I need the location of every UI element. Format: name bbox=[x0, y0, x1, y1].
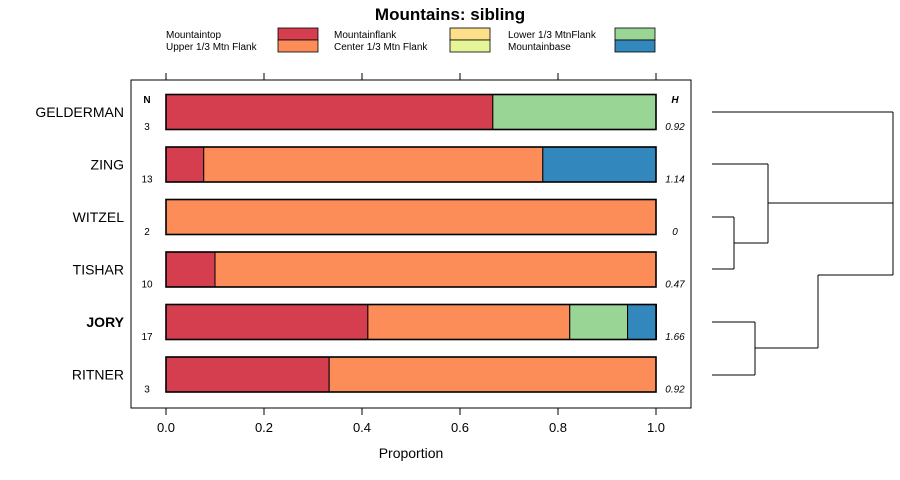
bar-segment-tishar-mountaintop bbox=[165, 251, 216, 288]
x-tick-label-3: 0.6 bbox=[451, 420, 469, 435]
bar-segment-zing-upper-1-3-mtn-flank bbox=[203, 146, 544, 183]
bar-outline-jory bbox=[165, 303, 657, 341]
bar-segment-jory-mountaintop bbox=[165, 304, 369, 340]
n-column-header: N bbox=[143, 95, 150, 106]
bar-outline-gelderman bbox=[165, 93, 657, 131]
bar-outline-witzel bbox=[165, 198, 657, 236]
bar-segment-jory-upper-1-3-mtn-flank bbox=[367, 304, 571, 340]
bar-segment-ritner-mountaintop bbox=[165, 356, 330, 393]
dendrogram bbox=[712, 111, 894, 376]
bar-segment-jory-lower-1-3-mtnflank bbox=[569, 304, 629, 340]
h-value-ritner: 0.92 bbox=[665, 385, 685, 396]
n-value-witzel: 2 bbox=[144, 227, 150, 238]
legend-label-upper-1-3-mtn-flank: Upper 1/3 Mtn Flank bbox=[166, 42, 258, 53]
n-value-gelderman: 3 bbox=[144, 122, 150, 133]
x-tick-label-1: 0.2 bbox=[255, 420, 273, 435]
n-value-tishar: 10 bbox=[141, 280, 153, 291]
bar-segment-ritner-upper-1-3-mtn-flank bbox=[328, 356, 657, 393]
chart-title: Mountains: sibling bbox=[375, 5, 525, 24]
category-label-gelderman: GELDERMAN bbox=[35, 104, 124, 120]
legend-label-lower-1-3-mtnflank: Lower 1/3 MtnFlank bbox=[508, 30, 597, 41]
n-value-zing: 13 bbox=[141, 175, 153, 186]
legend-label-mountaintop: Mountaintop bbox=[166, 30, 221, 41]
legend-swatch-mountaintop bbox=[277, 27, 319, 41]
category-label-tishar: TISHAR bbox=[73, 262, 124, 278]
bars-group: GELDERMAN 3 0.92 ZING 13 1.14 WITZEL 2 0 TISHAR 10… bbox=[35, 93, 685, 396]
legend-label-mountainbase: Mountainbase bbox=[508, 42, 571, 53]
h-value-tishar: 0.47 bbox=[665, 280, 685, 291]
bar-segment-gelderman-lower-1-3-mtnflank bbox=[492, 94, 657, 130]
bar-outline-tishar bbox=[165, 251, 657, 288]
x-axis: 0.0 0.2 0.4 0.6 0.8 1.0 bbox=[157, 73, 665, 435]
bar-segment-witzel-upper-1-3-mtn-flank bbox=[165, 199, 657, 235]
category-label-zing: ZING bbox=[91, 157, 124, 173]
x-tick-label-4: 0.8 bbox=[549, 420, 567, 435]
n-value-jory: 17 bbox=[141, 332, 153, 343]
legend-label-center-1-3-mtn-flank: Center 1/3 Mtn Flank bbox=[334, 42, 428, 53]
bar-outline-ritner bbox=[165, 356, 657, 393]
h-value-jory: 1.66 bbox=[665, 332, 685, 343]
plot-frame bbox=[130, 79, 692, 409]
x-tick-label-5: 1.0 bbox=[647, 420, 665, 435]
h-value-zing: 1.14 bbox=[665, 175, 685, 186]
bar-segment-zing-mountainbase bbox=[542, 146, 657, 183]
n-value-ritner: 3 bbox=[144, 385, 150, 396]
legend-swatch-mountainflank bbox=[449, 27, 491, 41]
x-tick-label-2: 0.4 bbox=[353, 420, 371, 435]
bar-segment-gelderman-mountaintop bbox=[165, 94, 494, 130]
category-label-jory: JORY bbox=[86, 314, 124, 330]
h-value-gelderman: 0.92 bbox=[665, 122, 685, 133]
h-value-witzel: 0 bbox=[672, 227, 678, 238]
legend-swatch-mountainbase bbox=[614, 39, 656, 53]
legend-label-mountainflank: Mountainflank bbox=[334, 30, 397, 41]
bar-segment-tishar-upper-1-3-mtn-flank bbox=[214, 251, 657, 288]
legend-swatch-upper-1-3-mtn-flank bbox=[277, 39, 319, 53]
category-label-witzel: WITZEL bbox=[73, 209, 125, 225]
bar-segment-zing-mountaintop bbox=[165, 146, 205, 183]
bar-outline-zing bbox=[165, 146, 657, 183]
x-axis-title: Proportion bbox=[379, 445, 444, 461]
bar-segment-jory-mountainbase bbox=[627, 304, 657, 340]
x-tick-label-0: 0.0 bbox=[157, 420, 175, 435]
legend-swatch-lower-1-3-mtnflank bbox=[614, 27, 656, 41]
legend-swatch-center-1-3-mtn-flank bbox=[449, 39, 491, 53]
category-label-ritner: RITNER bbox=[72, 367, 124, 383]
h-column-header: H bbox=[671, 95, 679, 106]
